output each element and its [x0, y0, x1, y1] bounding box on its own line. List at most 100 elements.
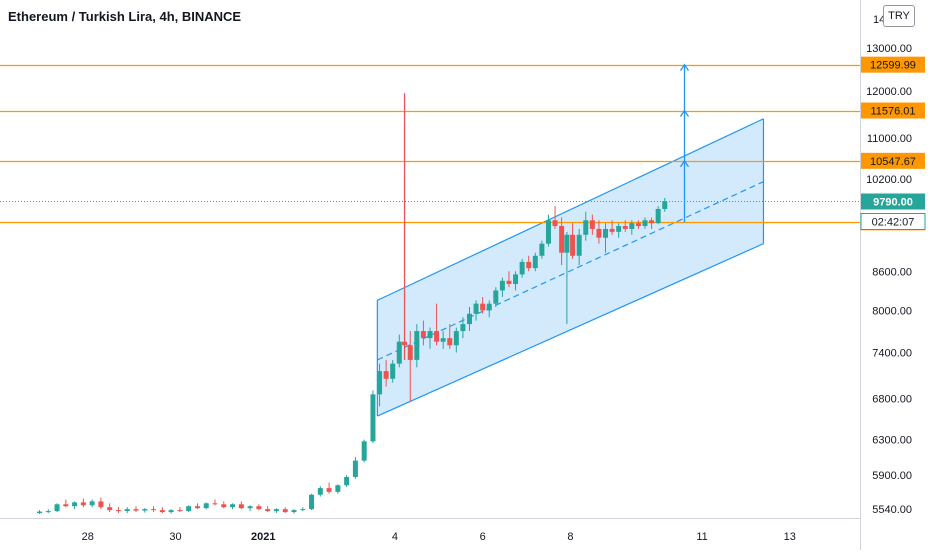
candle[interactable]	[238, 504, 244, 509]
candle[interactable]	[629, 223, 635, 229]
candle[interactable]	[649, 220, 655, 224]
price-axis[interactable]	[860, 0, 932, 550]
candle[interactable]	[265, 509, 271, 512]
candle[interactable]	[273, 509, 279, 512]
candle[interactable]	[440, 338, 446, 342]
candle[interactable]	[361, 441, 367, 461]
candle[interactable]	[526, 261, 532, 269]
candle[interactable]	[124, 509, 130, 512]
candle[interactable]	[589, 220, 595, 229]
candle[interactable]	[344, 476, 350, 486]
candle[interactable]	[390, 363, 396, 379]
x-tick-label: 4	[392, 531, 398, 543]
x-tick-label: 13	[784, 531, 796, 543]
candle[interactable]	[552, 220, 558, 227]
candle[interactable]	[377, 371, 383, 395]
candle[interactable]	[291, 510, 297, 513]
channel-lower-line[interactable]	[377, 243, 764, 417]
candle[interactable]	[539, 243, 545, 256]
candle[interactable]	[335, 485, 341, 492]
candle[interactable]	[133, 509, 139, 511]
candle[interactable]	[396, 341, 402, 364]
candle[interactable]	[221, 504, 227, 508]
candle[interactable]	[256, 506, 262, 510]
candle[interactable]	[596, 228, 602, 238]
level-price-tag-bg	[861, 102, 925, 119]
candle[interactable]	[89, 501, 95, 506]
candle[interactable]	[466, 313, 472, 325]
candle[interactable]	[499, 280, 505, 291]
candle[interactable]	[168, 510, 174, 513]
candle[interactable]	[300, 509, 306, 511]
candle[interactable]	[230, 504, 236, 508]
candle[interactable]	[642, 220, 648, 227]
candle[interactable]	[63, 504, 69, 507]
candle[interactable]	[559, 226, 565, 253]
candle[interactable]	[402, 341, 408, 346]
candle[interactable]	[532, 255, 538, 269]
candle[interactable]	[80, 502, 86, 506]
y-tick-label: 6300.00	[872, 435, 912, 447]
candle[interactable]	[186, 506, 192, 512]
candle[interactable]	[427, 331, 433, 339]
level-price-tag: 12599.99	[870, 60, 916, 72]
candle[interactable]	[480, 303, 486, 311]
candle[interactable]	[107, 507, 113, 511]
candle[interactable]	[460, 324, 466, 332]
currency-button[interactable]: TRY	[883, 5, 915, 27]
candle[interactable]	[36, 511, 42, 514]
y-tick-label: 8000.00	[872, 305, 912, 317]
candle[interactable]	[115, 510, 121, 512]
candle[interactable]	[247, 506, 253, 509]
candle[interactable]	[352, 460, 358, 477]
candle[interactable]	[177, 510, 183, 512]
candle[interactable]	[72, 502, 78, 507]
candle[interactable]	[570, 234, 576, 256]
candle[interactable]	[609, 228, 615, 232]
x-tick-label: 30	[169, 531, 181, 543]
candle[interactable]	[282, 509, 288, 513]
candle[interactable]	[603, 228, 609, 238]
candle[interactable]	[513, 274, 519, 284]
candle[interactable]	[309, 494, 315, 510]
candle[interactable]	[622, 226, 628, 229]
candle[interactable]	[194, 506, 200, 509]
candle[interactable]	[635, 223, 641, 227]
candle[interactable]	[142, 509, 148, 511]
candle[interactable]	[45, 511, 51, 513]
candle[interactable]	[519, 261, 525, 275]
candle[interactable]	[420, 331, 426, 339]
candle[interactable]	[583, 220, 589, 235]
candle[interactable]	[203, 503, 209, 509]
candle[interactable]	[564, 234, 570, 253]
y-tick-label: 12000.00	[866, 86, 912, 98]
candle[interactable]	[576, 234, 582, 256]
candle[interactable]	[506, 280, 512, 284]
channel-upper-line[interactable]	[377, 118, 764, 301]
candle[interactable]	[407, 345, 413, 360]
candle[interactable]	[447, 338, 453, 346]
candle[interactable]	[493, 290, 499, 304]
candle[interactable]	[434, 331, 440, 342]
candle[interactable]	[326, 488, 332, 492]
candle[interactable]	[370, 394, 376, 442]
candle[interactable]	[317, 488, 323, 495]
candle[interactable]	[151, 509, 157, 511]
candle[interactable]	[473, 303, 479, 314]
candle[interactable]	[655, 208, 661, 224]
candle[interactable]	[453, 331, 459, 346]
y-tick-label: 5540.00	[872, 504, 912, 516]
candle[interactable]	[159, 510, 165, 513]
candle[interactable]	[54, 504, 60, 512]
level-price-tag: 10547.67	[870, 156, 916, 168]
candle[interactable]	[414, 331, 420, 360]
candle[interactable]	[98, 501, 104, 508]
candle[interactable]	[545, 220, 551, 244]
candle[interactable]	[212, 503, 218, 505]
candle[interactable]	[662, 201, 668, 209]
candle[interactable]	[486, 303, 492, 311]
level-price-tag: 11576.01	[870, 106, 915, 118]
candle[interactable]	[616, 226, 622, 232]
candle[interactable]	[383, 371, 389, 379]
